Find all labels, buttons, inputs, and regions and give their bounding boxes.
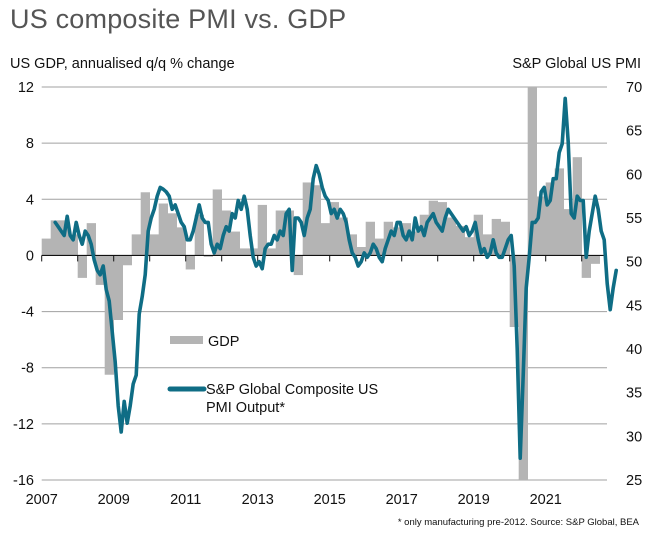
gdp-bar: [113, 255, 123, 320]
pmi-line-group: [53, 96, 619, 461]
gdp-bar: [491, 218, 501, 256]
gdp-bar: [311, 185, 321, 256]
gdp-bar: [167, 213, 177, 256]
x-tick-label: 2007: [26, 492, 58, 508]
gdp-bar: [482, 234, 492, 256]
x-tick-label: 2019: [458, 492, 490, 508]
y-left-tick-label: -4: [21, 305, 34, 321]
gdp-bar: [500, 221, 510, 256]
gdp-bar: [320, 223, 330, 256]
gdp-bar: [347, 234, 357, 256]
gdp-bar: [203, 255, 213, 257]
legend-pmi-label-line1: S&P Global Composite US: [206, 382, 378, 398]
chart-title: US composite PMI vs. GDP: [10, 4, 347, 34]
gdp-bar: [410, 231, 420, 256]
x-tick-label: 2015: [314, 492, 346, 508]
y-right-tick-label: 60: [626, 167, 642, 183]
left-axis-title: US GDP, annualised q/q % change: [10, 56, 235, 72]
gdp-bar: [122, 255, 132, 266]
gdp-bar: [131, 234, 141, 256]
y-right-tick-label: 65: [626, 124, 642, 140]
gdp-bar: [221, 210, 231, 256]
gdp-bar: [149, 234, 159, 256]
pmi-line: [53, 96, 619, 461]
y-right-tick-label: 25: [626, 473, 642, 489]
y-right-tick-label: 30: [626, 429, 642, 445]
gdp-bar: [59, 220, 69, 256]
gdp-bar: [563, 209, 573, 256]
gdp-bar: [257, 204, 267, 256]
gdp-bar: [554, 168, 564, 256]
gdp-bar: [266, 248, 276, 256]
gdp-bar: [365, 221, 375, 256]
gdp-bar: [338, 217, 348, 256]
right-axis-title: S&P Global US PMI: [512, 56, 641, 72]
y-right-tick-label: 55: [626, 211, 642, 227]
y-right-tick-label: 50: [626, 255, 642, 271]
y-right-tick-label: 40: [626, 342, 642, 358]
gdp-bar: [68, 234, 78, 256]
gdp-bar: [329, 202, 339, 256]
gdp-bar: [527, 87, 537, 256]
y-right-tick-label: 35: [626, 386, 642, 402]
gdp-bar: [446, 217, 456, 256]
gdp-bar: [293, 255, 303, 276]
gdp-bar: [464, 237, 474, 256]
gdp-bar: [581, 255, 591, 278]
x-tick-label: 2021: [530, 492, 562, 508]
gdp-bar: [392, 227, 402, 256]
y-right-tick-label: 45: [626, 298, 642, 314]
gdp-bar: [356, 247, 366, 256]
gdp-bar: [194, 214, 204, 256]
gdp-bar: [212, 189, 222, 256]
y-right-tick-label: 70: [626, 80, 642, 96]
gdp-bar: [590, 255, 600, 264]
x-tick-label: 2013: [242, 492, 274, 508]
y-left-tick-label: -16: [13, 473, 34, 489]
gdp-bar: [239, 248, 249, 256]
gdp-bar: [545, 182, 555, 256]
footnote: * only manufacturing pre-2012. Source: S…: [397, 517, 639, 528]
y-left-tick-label: 8: [26, 136, 34, 152]
gdp-bar: [140, 192, 150, 256]
gdp-bar: [185, 255, 195, 270]
y-left-tick-label: 12: [18, 80, 34, 96]
gdp-bar: [41, 238, 51, 256]
gdp-bar: [50, 220, 60, 256]
gdp-bar: [77, 255, 87, 278]
y-left-tick-label: 4: [26, 192, 34, 208]
gdp-bar: [176, 227, 186, 256]
gdp-bar: [374, 238, 384, 256]
y-left-tick-label: 0: [26, 248, 34, 264]
gdp-bar: [428, 200, 438, 256]
x-tick-label: 2009: [98, 492, 130, 508]
gdp-bar: [455, 225, 465, 256]
legend-pmi-label-line2: PMI Output*: [206, 400, 285, 416]
x-tick-label: 2011: [170, 492, 201, 508]
legend: GDP S&P Global Composite US PMI Output*: [167, 334, 378, 416]
x-tick-label: 2017: [386, 492, 418, 508]
y-left-tick-label: -8: [21, 361, 34, 377]
gdp-bar: [536, 196, 546, 256]
y-left-tick-label: -12: [13, 417, 34, 433]
legend-gdp-label: GDP: [208, 334, 239, 350]
legend-gdp-swatch: [170, 336, 203, 344]
gdp-bar: [230, 231, 240, 256]
gdp-bar: [158, 203, 168, 256]
